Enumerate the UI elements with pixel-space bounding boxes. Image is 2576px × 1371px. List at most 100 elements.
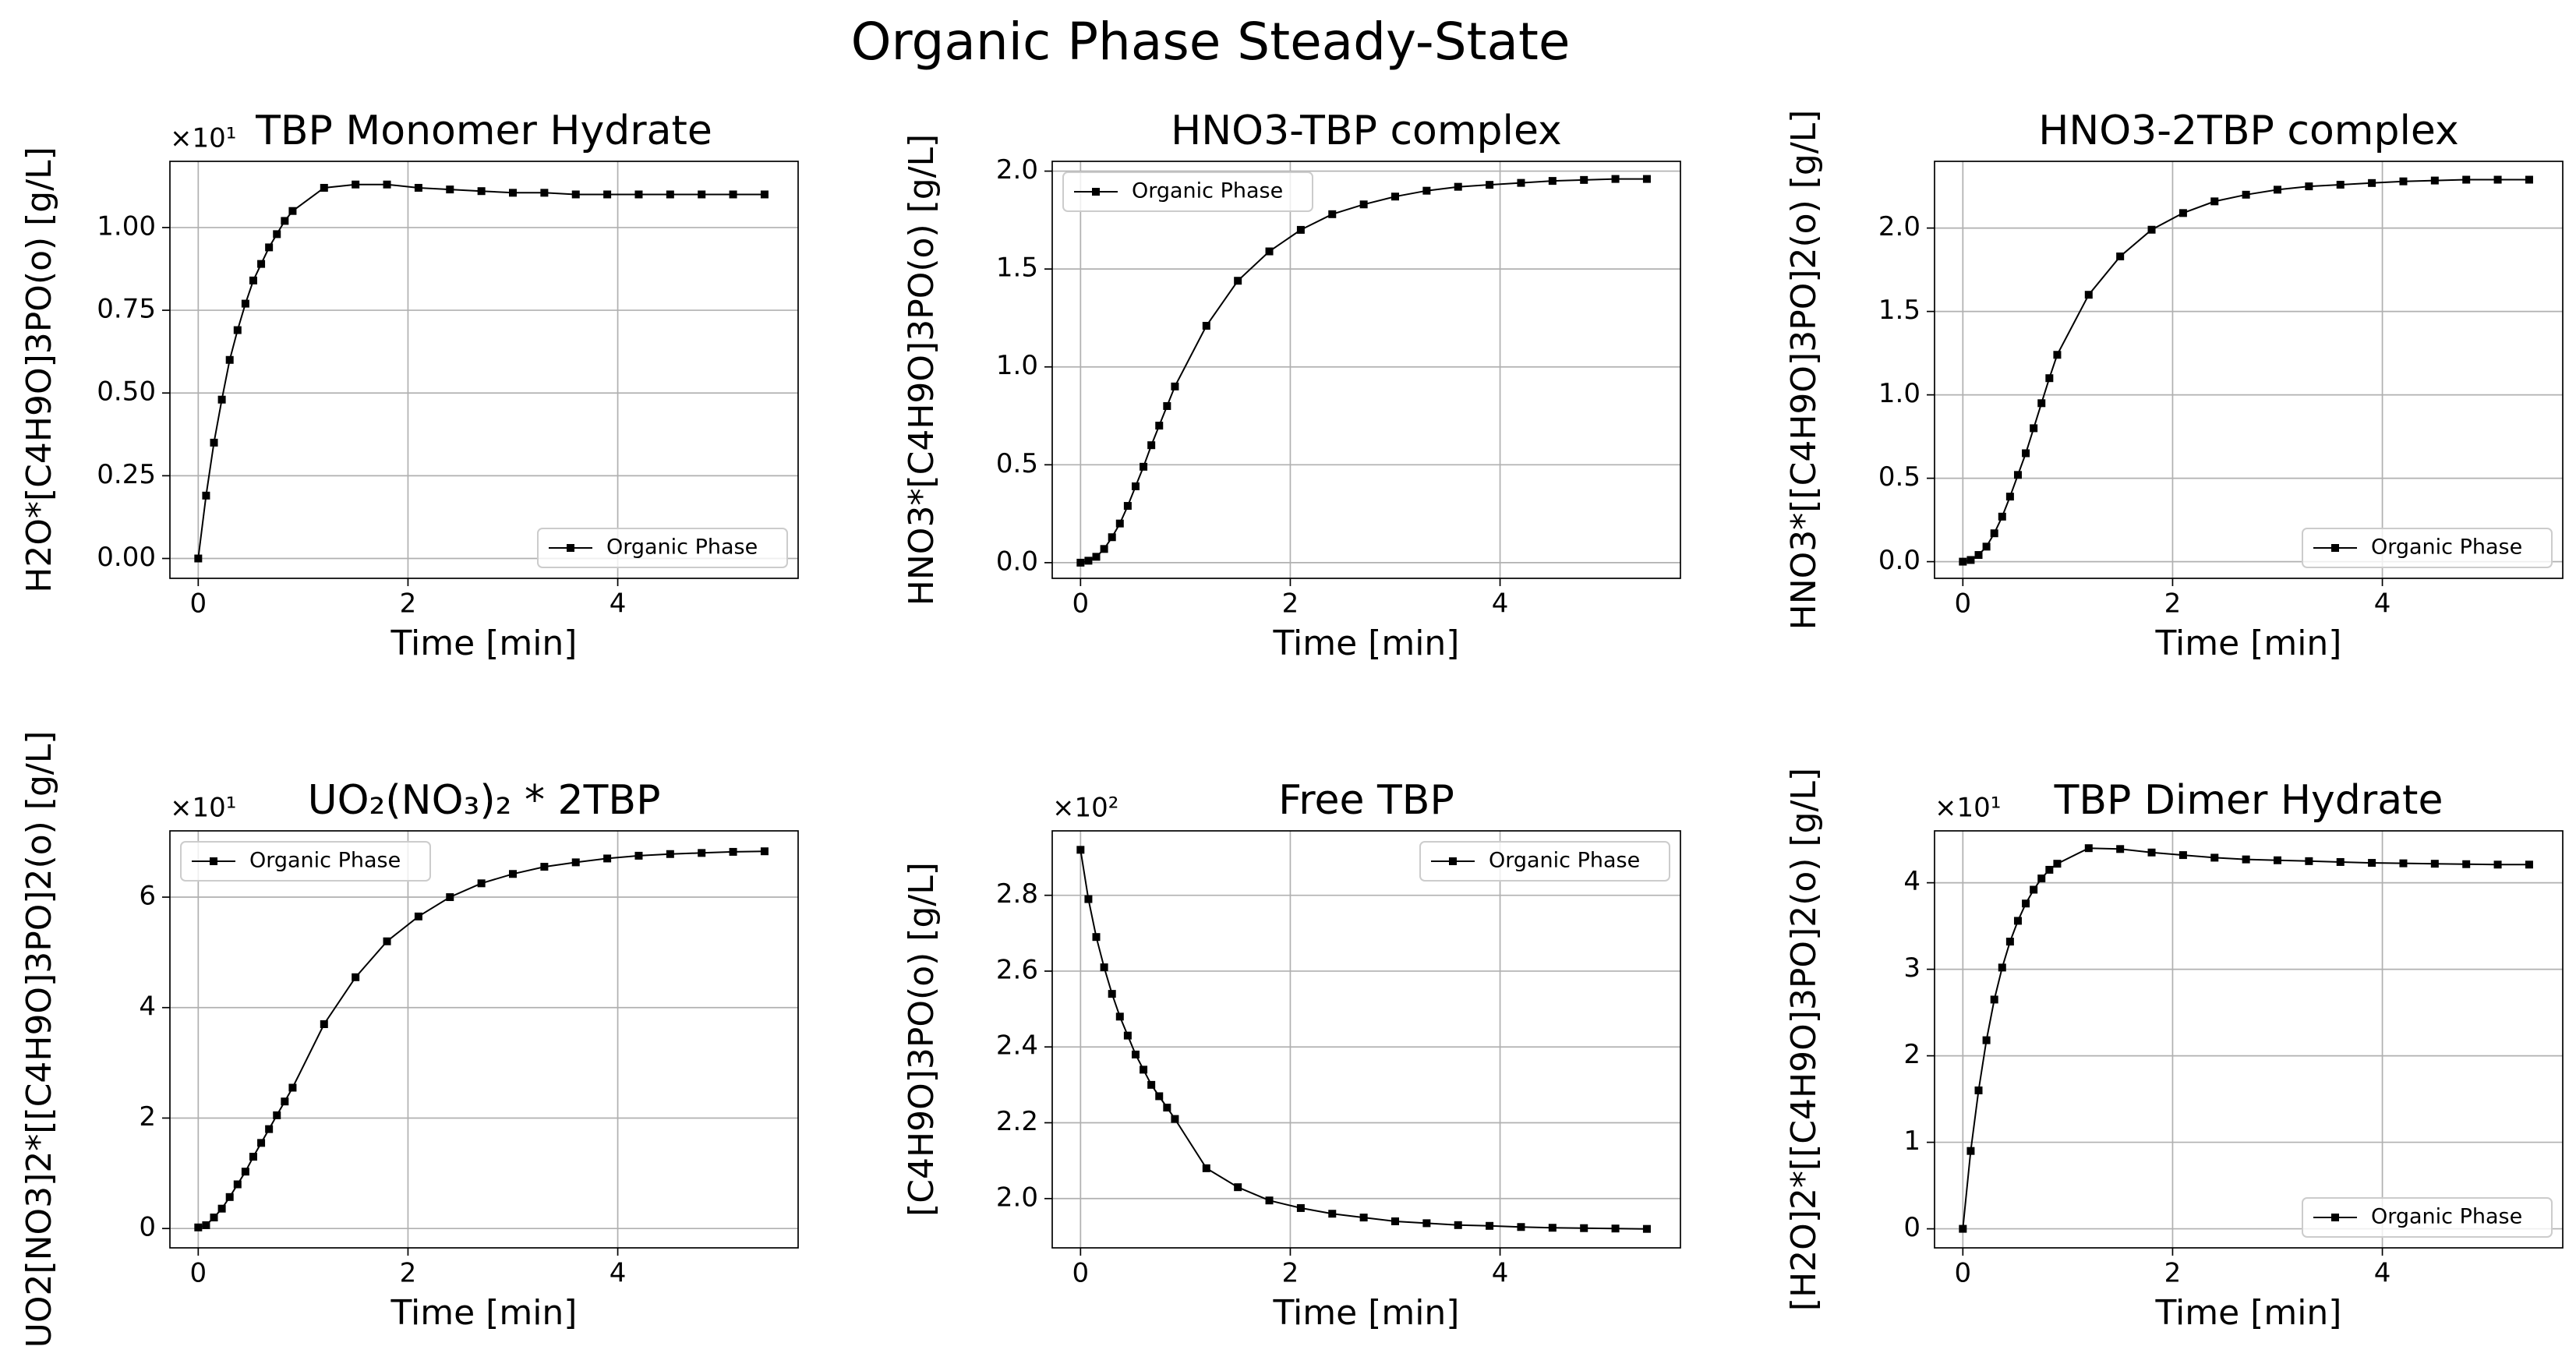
data-point bbox=[257, 1139, 266, 1147]
y-tick-label: 0.75 bbox=[97, 294, 156, 325]
legend-marker bbox=[567, 544, 574, 552]
data-point bbox=[760, 190, 769, 199]
y-tick-label: 0.00 bbox=[97, 542, 156, 573]
data-point bbox=[2336, 857, 2345, 866]
data-point bbox=[1123, 502, 1132, 511]
data-point bbox=[241, 1168, 249, 1176]
data-point bbox=[1580, 175, 1588, 184]
x-tick-label: 4 bbox=[1492, 588, 1509, 620]
data-point bbox=[249, 276, 257, 284]
y-tick-label: 2.6 bbox=[996, 954, 1038, 985]
data-point bbox=[729, 847, 737, 856]
subplot-title: HNO3-2TBP complex bbox=[2038, 108, 2459, 154]
data-point bbox=[2037, 875, 2046, 883]
axes-frame bbox=[1051, 161, 1681, 579]
data-point bbox=[571, 858, 580, 867]
x-axis-label: Time [min] bbox=[2155, 624, 2342, 663]
data-point bbox=[2336, 180, 2345, 189]
data-point bbox=[1123, 1031, 1132, 1040]
data-point bbox=[1454, 182, 1462, 191]
data-point bbox=[1391, 1217, 1400, 1225]
x-axis-label: Time [min] bbox=[1273, 624, 1460, 663]
y-tick-label: 1.00 bbox=[97, 210, 156, 242]
y-tick-label: 4 bbox=[139, 991, 156, 1022]
data-point bbox=[698, 849, 706, 857]
y-tick-label: 2 bbox=[1903, 1039, 1921, 1070]
data-point bbox=[1084, 557, 1093, 565]
legend-box bbox=[1419, 841, 1670, 882]
data-point bbox=[1966, 1147, 1975, 1155]
legend-marker bbox=[210, 857, 217, 865]
x-tick-label: 2 bbox=[400, 1258, 417, 1289]
data-point bbox=[288, 1083, 297, 1092]
data-point bbox=[273, 230, 281, 239]
y-tick-label: 2 bbox=[139, 1101, 156, 1132]
data-point bbox=[225, 1193, 234, 1201]
y-offset-label: ×10¹ bbox=[170, 123, 236, 154]
data-point bbox=[2368, 859, 2376, 867]
data-point bbox=[1100, 545, 1108, 553]
data-point bbox=[2005, 493, 2014, 501]
data-point bbox=[1092, 933, 1101, 942]
data-point bbox=[217, 1204, 226, 1213]
x-tick-label: 2 bbox=[1282, 1258, 1299, 1289]
data-point bbox=[383, 937, 391, 945]
y-tick-label: 1.5 bbox=[996, 253, 1038, 284]
legend-marker bbox=[1449, 857, 1457, 865]
data-point bbox=[2084, 844, 2093, 853]
data-point bbox=[1202, 1164, 1210, 1172]
data-point bbox=[1611, 1224, 1620, 1233]
x-axis-label: Time [min] bbox=[1273, 1293, 1460, 1333]
subplot-title: TBP Dimer Hydrate bbox=[2054, 777, 2443, 824]
y-tick-label: 6 bbox=[139, 881, 156, 912]
data-point bbox=[760, 847, 769, 856]
axes-frame bbox=[169, 161, 799, 579]
data-point bbox=[2116, 252, 2125, 260]
data-point bbox=[540, 863, 549, 871]
data-point bbox=[2399, 177, 2408, 186]
data-point bbox=[217, 395, 226, 404]
series-line bbox=[1080, 850, 1647, 1230]
data-point bbox=[2305, 857, 2313, 865]
y-tick-label: 0.25 bbox=[97, 459, 156, 490]
x-tick-label: 0 bbox=[1072, 1258, 1090, 1289]
data-point bbox=[2005, 938, 2014, 946]
data-point bbox=[1115, 519, 1124, 528]
data-point bbox=[1998, 512, 2006, 521]
data-point bbox=[1982, 542, 1991, 551]
data-point bbox=[2022, 449, 2030, 458]
data-point bbox=[1100, 963, 1108, 972]
data-point bbox=[477, 879, 486, 888]
subplot-title: TBP Monomer Hydrate bbox=[255, 108, 712, 154]
data-point bbox=[2274, 186, 2282, 194]
y-tick-label: 2.2 bbox=[996, 1106, 1038, 1137]
data-point bbox=[446, 186, 454, 194]
data-point bbox=[1202, 321, 1210, 330]
data-point bbox=[1171, 1115, 1179, 1123]
y-tick-label: 2.4 bbox=[996, 1030, 1038, 1062]
y-offset-label: ×10¹ bbox=[1935, 793, 2001, 824]
y-tick-label: 1.0 bbox=[1878, 378, 1921, 409]
data-point bbox=[352, 180, 360, 189]
data-point bbox=[2013, 917, 2022, 925]
data-point bbox=[2399, 859, 2408, 867]
data-point bbox=[1147, 1080, 1156, 1089]
data-point bbox=[210, 438, 218, 447]
y-offset-label: ×10¹ bbox=[170, 793, 236, 824]
x-tick-label: 0 bbox=[190, 1258, 207, 1289]
data-point bbox=[1234, 1183, 1242, 1192]
data-point bbox=[2116, 845, 2125, 853]
data-point bbox=[383, 180, 391, 189]
data-point bbox=[2045, 865, 2054, 874]
data-point bbox=[194, 554, 203, 563]
data-point bbox=[2013, 471, 2022, 479]
y-tick-label: 0 bbox=[1903, 1212, 1921, 1243]
data-point bbox=[634, 851, 643, 860]
data-point bbox=[1454, 1221, 1462, 1229]
data-point bbox=[2030, 424, 2038, 433]
data-point bbox=[1998, 963, 2006, 972]
data-point bbox=[1974, 1086, 1983, 1094]
data-point bbox=[1265, 247, 1274, 256]
data-point bbox=[281, 217, 289, 225]
data-point bbox=[233, 1180, 242, 1189]
